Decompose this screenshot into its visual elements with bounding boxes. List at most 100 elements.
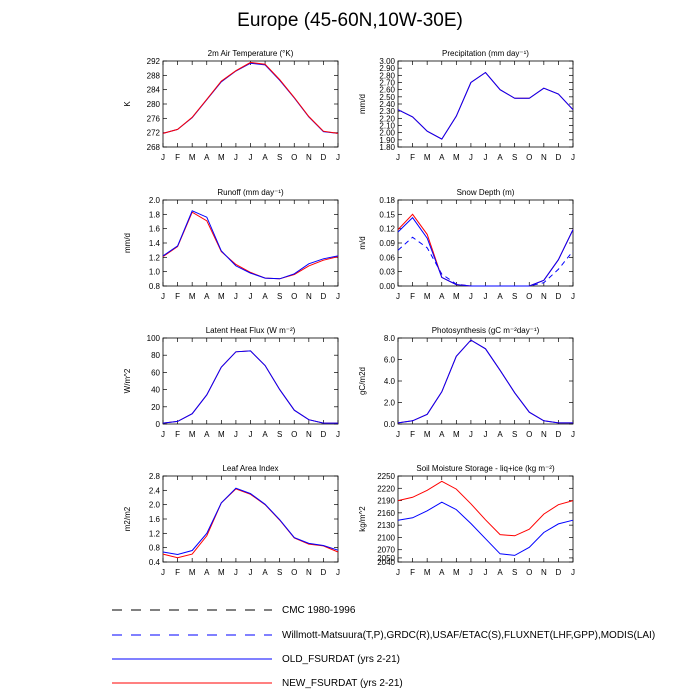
x-tick-label: A xyxy=(262,430,268,439)
x-tick-label: J xyxy=(484,568,488,577)
x-tick-label: M xyxy=(424,153,431,162)
y-tick-label: 2.50 xyxy=(379,93,395,102)
panel-title: Leaf Area Index xyxy=(222,464,278,473)
y-tick-label: 2040 xyxy=(377,558,395,567)
y-axis-label: mm/d xyxy=(123,233,132,253)
y-tick-label: 284 xyxy=(147,86,161,95)
x-tick-label: M xyxy=(453,153,460,162)
y-tick-label: 100 xyxy=(147,334,161,343)
y-tick-label: 0.12 xyxy=(379,225,395,234)
y-tick-label: 2220 xyxy=(377,484,395,493)
x-tick-label: S xyxy=(277,292,282,301)
chart-panel-1: 2m Air Temperature (°K) 268 272 276 280 284 28… xyxy=(123,49,340,162)
series-line-new xyxy=(397,480,574,537)
x-tick-label: J xyxy=(484,430,488,439)
x-tick-label: M xyxy=(218,153,225,162)
x-tick-label: D xyxy=(321,153,327,162)
x-tick-label: O xyxy=(526,430,532,439)
y-tick-label: 0 xyxy=(156,420,161,429)
x-tick-label: J xyxy=(396,430,400,439)
x-tick-label: J xyxy=(396,568,400,577)
series-line-new xyxy=(397,71,574,140)
x-tick-label: D xyxy=(556,153,562,162)
x-tick-label: J xyxy=(161,568,165,577)
x-tick-label: N xyxy=(541,153,547,162)
y-tick-label: 2130 xyxy=(377,521,395,530)
x-tick-label: O xyxy=(291,292,297,301)
x-tick-label: J xyxy=(571,292,575,301)
x-tick-label: F xyxy=(175,568,180,577)
plot-frame xyxy=(162,60,339,148)
y-tick-label: 2.00 xyxy=(379,129,395,138)
x-tick-label: J xyxy=(249,430,253,439)
x-tick-label: F xyxy=(410,153,415,162)
x-tick-label: J xyxy=(571,153,575,162)
series-line-old xyxy=(162,210,339,280)
series-line-new xyxy=(397,213,574,287)
series-line-old xyxy=(397,71,574,140)
series-line-old xyxy=(397,216,574,287)
x-tick-label: O xyxy=(291,153,297,162)
y-tick-label: 1.2 xyxy=(149,529,161,538)
x-tick-label: J xyxy=(234,430,238,439)
y-tick-label: 0.00 xyxy=(379,282,395,291)
y-tick-label: 2.20 xyxy=(379,114,395,123)
y-tick-label: 2.4 xyxy=(149,486,161,495)
series-line-new xyxy=(162,61,339,134)
x-tick-label: J xyxy=(161,153,165,162)
x-tick-label: N xyxy=(306,153,312,162)
y-tick-label: 2.70 xyxy=(379,79,395,88)
y-tick-label: 0.18 xyxy=(379,196,395,205)
y-tick-label: 2.80 xyxy=(379,71,395,80)
y-tick-label: 268 xyxy=(147,143,161,152)
x-tick-label: J xyxy=(469,568,473,577)
x-tick-label: J xyxy=(234,153,238,162)
x-tick-label: A xyxy=(204,430,210,439)
series-line-new xyxy=(162,350,338,424)
plot-frame xyxy=(397,337,574,425)
x-tick-label: J xyxy=(336,292,340,301)
x-tick-label: M xyxy=(218,430,225,439)
y-axis-label: W/m^2 xyxy=(123,368,132,393)
y-tick-label: 1.2 xyxy=(149,253,161,262)
series-line-new xyxy=(162,211,339,280)
y-tick-label: 60 xyxy=(151,368,160,377)
y-axis-label: m2/m2 xyxy=(123,506,132,531)
x-tick-label: S xyxy=(277,430,282,439)
chart-panel-6: Photosynthesis (gC m⁻²day⁻¹) 0.0 2.0 4.0 6.0… xyxy=(358,326,575,439)
y-tick-label: 2.0 xyxy=(384,399,396,408)
x-tick-label: J xyxy=(234,292,238,301)
y-tick-label: 1.90 xyxy=(379,136,395,145)
series-line-old xyxy=(162,350,338,424)
series-line-old xyxy=(162,487,339,556)
chart-panel-3: Runoff (mm day⁻¹) 0.8 1.0 1.2 1.4 1.6 1.8 2.0 J F… xyxy=(123,188,340,301)
y-tick-label: 6.0 xyxy=(384,356,396,365)
panel-title: Runoff (mm day⁻¹) xyxy=(217,188,284,197)
x-tick-label: O xyxy=(526,568,532,577)
y-tick-label: 2.8 xyxy=(149,472,161,481)
x-tick-label: F xyxy=(175,292,180,301)
x-tick-label: A xyxy=(497,430,503,439)
x-tick-label: O xyxy=(291,568,297,577)
chart-panel-8: Soil Moisture Storage - liq+ice (kg m⁻²)… xyxy=(358,464,575,577)
y-tick-label: 1.8 xyxy=(149,210,161,219)
y-tick-label: 8.0 xyxy=(384,334,396,343)
series-line-obs xyxy=(397,236,574,287)
panel-title: Precipitation (mm day⁻¹) xyxy=(442,49,529,58)
y-tick-label: 1.4 xyxy=(149,239,161,248)
y-tick-label: 0.15 xyxy=(379,210,395,219)
y-tick-label: 2.0 xyxy=(149,196,161,205)
y-tick-label: 2.40 xyxy=(379,100,395,109)
panel-title: Snow Depth (m) xyxy=(457,188,515,197)
x-tick-label: S xyxy=(277,153,282,162)
x-tick-label: J xyxy=(396,292,400,301)
plot-frame xyxy=(162,475,339,563)
y-axis-label: mm/d xyxy=(358,94,367,114)
x-tick-label: M xyxy=(218,292,225,301)
x-tick-label: A xyxy=(497,568,503,577)
y-tick-label: 2.30 xyxy=(379,107,395,116)
plot-frame xyxy=(397,60,574,148)
y-tick-label: 276 xyxy=(147,114,161,123)
x-tick-label: J xyxy=(484,153,488,162)
